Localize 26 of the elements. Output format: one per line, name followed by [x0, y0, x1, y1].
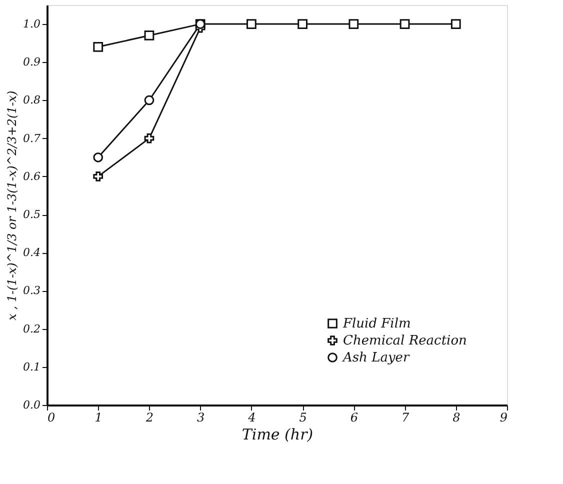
x-tick-label: 1	[94, 410, 102, 424]
y-tick-label: 0.0	[23, 398, 40, 412]
y-tick-label: 0.3	[23, 284, 40, 298]
x-axis-title: Time (hr)	[242, 426, 314, 444]
y-tick-label: 0.1	[23, 360, 40, 374]
legend-label: Chemical Reaction	[343, 334, 467, 348]
y-tick-label: 0.6	[23, 170, 40, 183]
legend-label: Ash Layer	[342, 350, 410, 366]
y-tick-label: 0.8	[23, 94, 40, 107]
y-tick-label: 1.0	[23, 18, 40, 31]
y-tick-label: 0.2	[23, 322, 40, 336]
x-tick-label: 0	[48, 410, 56, 424]
x-tick-label: 2	[144, 410, 154, 424]
x-tick-label: 4	[247, 410, 256, 424]
y-tick-label: 0.9	[23, 56, 40, 69]
y-tick-label: 0.4	[23, 246, 40, 260]
x-tick-label: 5	[299, 410, 307, 424]
x-tick-label: 6	[350, 410, 358, 424]
y-axis-title: x , 1-(1-x)^1/3 or 1-3(1-x)^2/3+2(1-x)	[5, 90, 20, 320]
x-tick-label: 7	[401, 410, 410, 424]
x-tick-label: 9	[500, 410, 508, 424]
y-tick-label: 0.5	[23, 208, 40, 222]
legend-label: Fluid Film	[342, 316, 411, 332]
y-tick-label: 0.7	[23, 132, 40, 145]
x-tick-label: 3	[197, 410, 206, 424]
x-tick-label: 8	[452, 410, 461, 424]
